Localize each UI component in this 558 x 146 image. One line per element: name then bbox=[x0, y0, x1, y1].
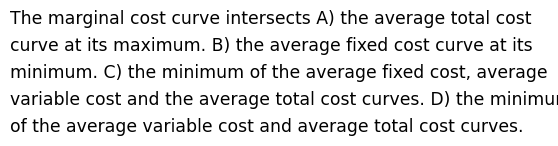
Text: curve at its maximum. B) the average fixed cost curve at its: curve at its maximum. B) the average fix… bbox=[10, 37, 533, 55]
Text: The marginal cost curve intersects A) the average total cost: The marginal cost curve intersects A) th… bbox=[10, 10, 532, 28]
Text: minimum. C) the minimum of the average fixed cost, average: minimum. C) the minimum of the average f… bbox=[10, 64, 547, 82]
Text: variable cost and the average total cost curves. D) the minimum: variable cost and the average total cost… bbox=[10, 91, 558, 109]
Text: of the average variable cost and average total cost curves.: of the average variable cost and average… bbox=[10, 118, 523, 136]
